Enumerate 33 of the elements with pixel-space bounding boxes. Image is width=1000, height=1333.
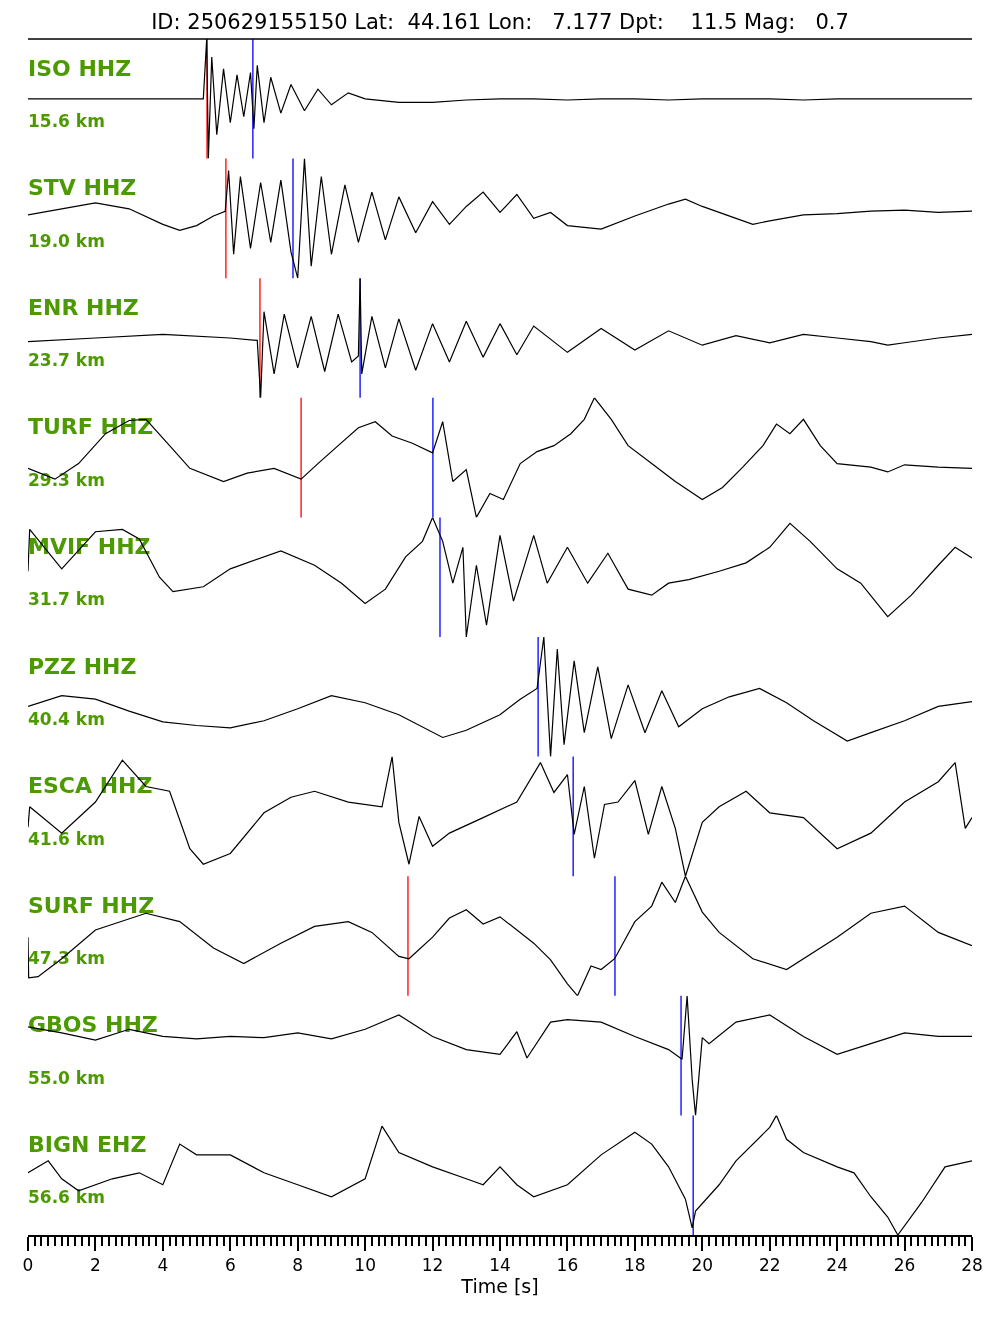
x-tick-label: 22 bbox=[758, 1255, 781, 1276]
annotation: 19.0 km bbox=[28, 230, 105, 251]
annotation: 15.6 km bbox=[28, 110, 105, 131]
annotation: 23.7 km bbox=[28, 350, 105, 371]
x-tick-label: 18 bbox=[624, 1255, 646, 1276]
annotation: 56.6 km bbox=[28, 1187, 105, 1208]
x-tick-label: 0 bbox=[22, 1255, 34, 1276]
annotation: 40.4 km bbox=[28, 708, 105, 729]
annotation: ENR HHZ bbox=[28, 294, 139, 320]
annotation: 29.3 km bbox=[28, 469, 105, 490]
chart-title: ID: 250629155150 Lat: 44.161 Lon: 7.177 Dpt: 11.5 Mag: 0.7 bbox=[151, 10, 849, 35]
annotation: STV HHZ bbox=[28, 175, 137, 201]
annotation: GBOS HHZ bbox=[28, 1012, 158, 1038]
annotation: SURF HHZ bbox=[28, 892, 155, 918]
x-tick-label: 28 bbox=[961, 1255, 983, 1276]
x-tick-label: 12 bbox=[421, 1255, 444, 1276]
x-tick-label: 16 bbox=[556, 1255, 579, 1276]
x-axis-title: Time [s] bbox=[460, 1275, 539, 1298]
x-tick-label: 14 bbox=[489, 1255, 511, 1276]
x-tick-label: 2 bbox=[90, 1255, 101, 1276]
annotation: ISO HHZ bbox=[28, 55, 132, 81]
annotation: 41.6 km bbox=[28, 828, 105, 849]
x-tick-label: 4 bbox=[157, 1255, 169, 1276]
annotation: 31.7 km bbox=[28, 589, 105, 610]
x-tick-label: 8 bbox=[292, 1255, 304, 1276]
x-tick-label: 10 bbox=[354, 1255, 376, 1276]
x-tick-label: 20 bbox=[691, 1255, 714, 1276]
x-tick-label: 24 bbox=[826, 1255, 848, 1276]
annotation: PZZ HHZ bbox=[28, 653, 137, 679]
x-tick-label: 26 bbox=[893, 1255, 916, 1276]
x-tick-label: 6 bbox=[224, 1255, 236, 1276]
annotation: BIGN EHZ bbox=[28, 1132, 147, 1157]
annotation: 55.0 km bbox=[28, 1067, 105, 1088]
